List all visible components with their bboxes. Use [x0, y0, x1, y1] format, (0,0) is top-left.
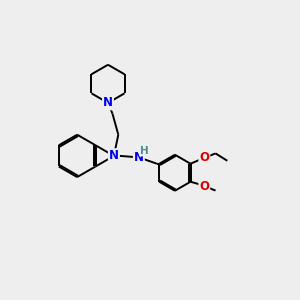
Text: N: N	[103, 96, 113, 110]
Text: N: N	[109, 149, 119, 162]
Text: H: H	[140, 146, 148, 156]
Text: N: N	[109, 149, 119, 162]
Text: N: N	[134, 151, 144, 164]
Text: O: O	[199, 151, 209, 164]
Text: O: O	[199, 180, 209, 193]
